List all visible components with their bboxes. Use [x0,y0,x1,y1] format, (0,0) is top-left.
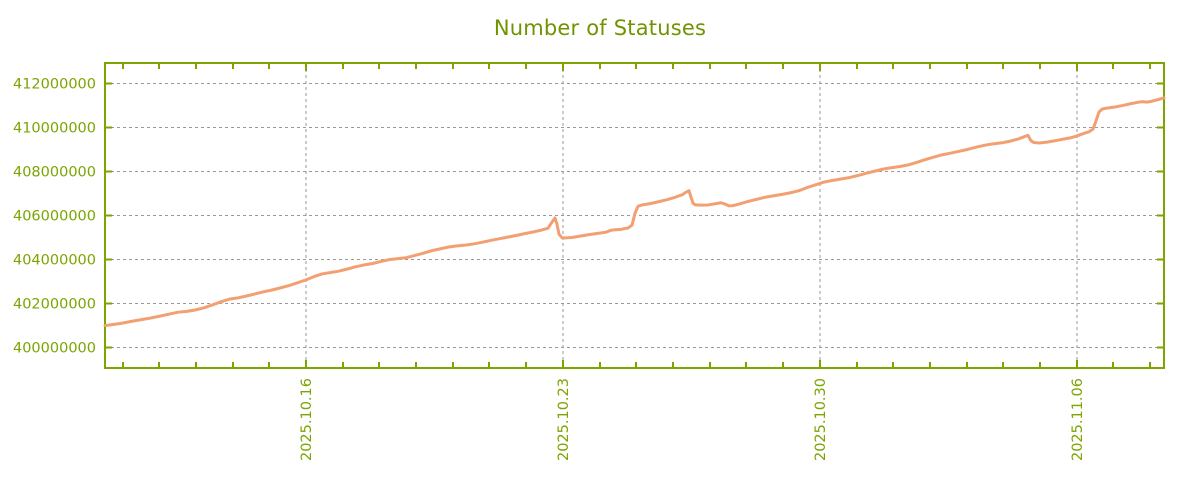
y-tick-label: 412000000 [13,77,96,93]
y-tick-label: 410000000 [13,121,96,137]
x-tick-label: 2025.10.23 [556,378,572,461]
x-axis-labels: 2025.10.16 2025.10.23 2025.10.30 2025.11.06 [299,378,1086,461]
x-tick-label: 2025.10.16 [299,378,315,461]
x-tick-label: 2025.10.30 [813,378,829,461]
data-series-line [103,96,1166,328]
y-tick-label: 404000000 [13,252,96,268]
y-axis-labels: 400000000 402000000 404000000 406000000 4080… [13,77,96,357]
y-tick-label: 406000000 [13,209,96,225]
gridlines [105,63,1164,368]
y-tick-label: 402000000 [13,296,96,312]
x-tick-label: 2025.11.06 [1070,378,1086,461]
y-tick-label: 408000000 [13,165,96,181]
y-tick-label: 400000000 [13,340,96,356]
chart-title: Number of Statuses [493,16,707,40]
plot-frame [104,62,1165,369]
